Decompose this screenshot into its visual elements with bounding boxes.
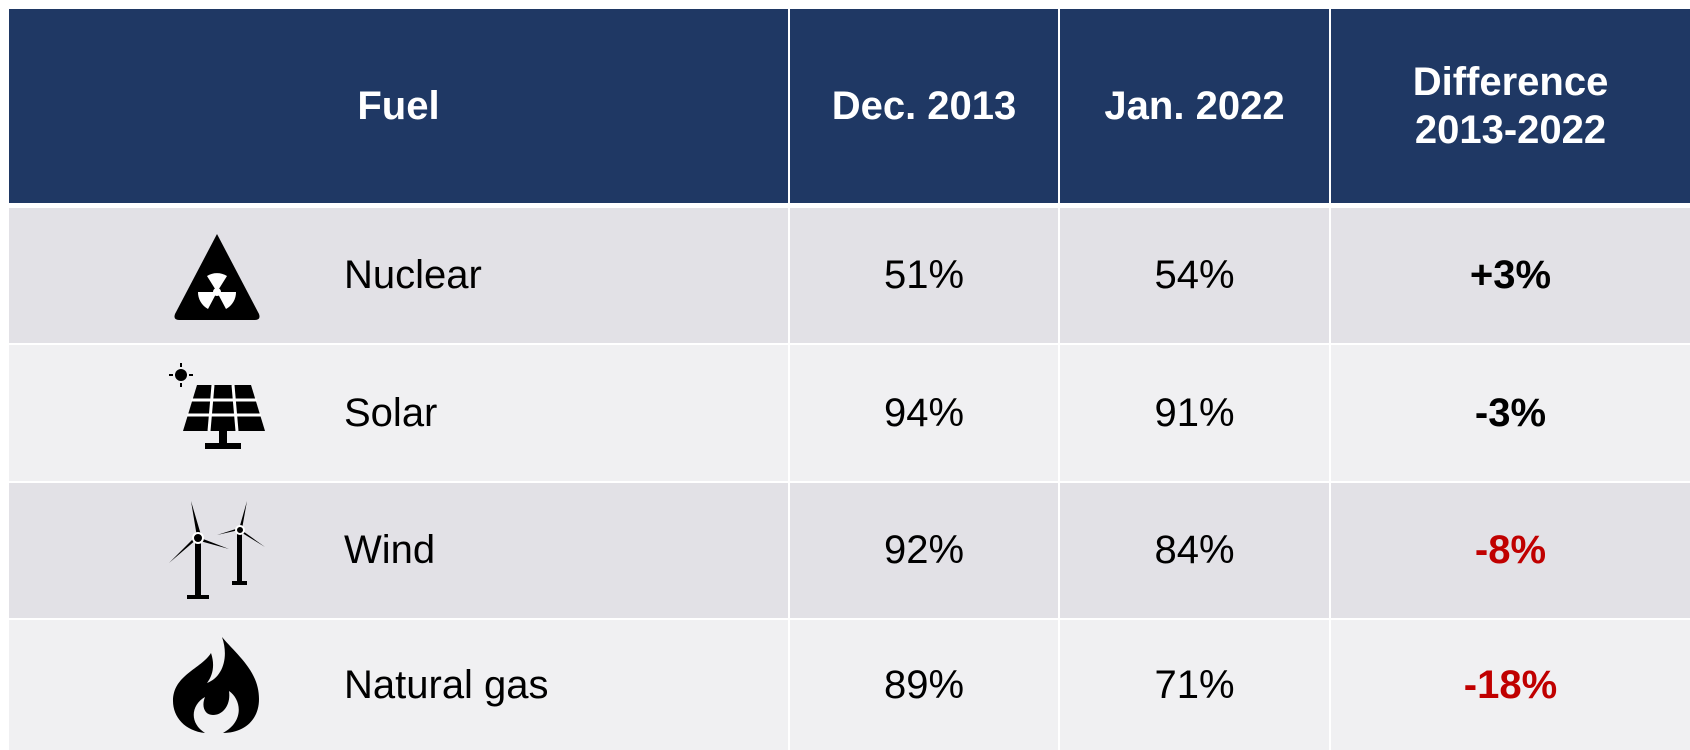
header-cell: Fuel [9, 9, 788, 203]
header-cell: Difference 2013-2022 [1331, 9, 1690, 203]
percent-text: 91% [1154, 390, 1235, 435]
difference-text: -18% [1463, 662, 1558, 707]
fuel-icon [174, 233, 260, 320]
fuel-cell: Solar [9, 345, 788, 481]
fuel-name: Wind [344, 528, 436, 572]
value-cell: 54% [1060, 208, 1329, 343]
fuel-cell: Wind [9, 483, 788, 618]
difference-text: +3% [1469, 253, 1552, 297]
value-cell: 94% [790, 345, 1058, 481]
difference-text: -3% [1474, 390, 1547, 435]
percent-text: 94% [883, 390, 965, 435]
header-text: Difference 2013-2022 [1412, 60, 1609, 152]
fuel-name: Solar [344, 390, 438, 435]
percent-text: 92% [883, 528, 965, 572]
fuel-icon [173, 637, 259, 733]
value-cell: -3% [1331, 345, 1690, 481]
fuel-name: Natural gas [344, 662, 549, 707]
value-cell: 89% [790, 620, 1058, 750]
header-text: Jan. 2022 [1104, 84, 1285, 128]
percent-text: 84% [1154, 528, 1235, 572]
value-cell: 92% [790, 483, 1058, 618]
percent-text: 54% [1154, 253, 1235, 297]
percent-text: 89% [883, 662, 965, 707]
value-cell: 91% [1060, 345, 1329, 481]
header-text: Fuel [357, 84, 440, 128]
value-cell: 84% [1060, 483, 1329, 618]
fuel-name: Nuclear [344, 253, 482, 297]
value-cell: -18% [1331, 620, 1690, 750]
header-text: Dec. 2013 [831, 84, 1017, 128]
fuel-icon [169, 363, 265, 449]
percent-text: 51% [883, 253, 965, 297]
value-cell: +3% [1331, 208, 1690, 343]
percent-text: 71% [1154, 662, 1235, 707]
header-cell: Jan. 2022 [1060, 9, 1329, 203]
value-cell: -8% [1331, 483, 1690, 618]
fuel-icon [169, 500, 265, 599]
header-cell: Dec. 2013 [790, 9, 1058, 203]
fuel-cell: Natural gas [9, 620, 788, 750]
fuel-cell: Nuclear [9, 208, 788, 343]
value-cell: 71% [1060, 620, 1329, 750]
value-cell: 51% [790, 208, 1058, 343]
difference-text: -8% [1474, 528, 1547, 572]
